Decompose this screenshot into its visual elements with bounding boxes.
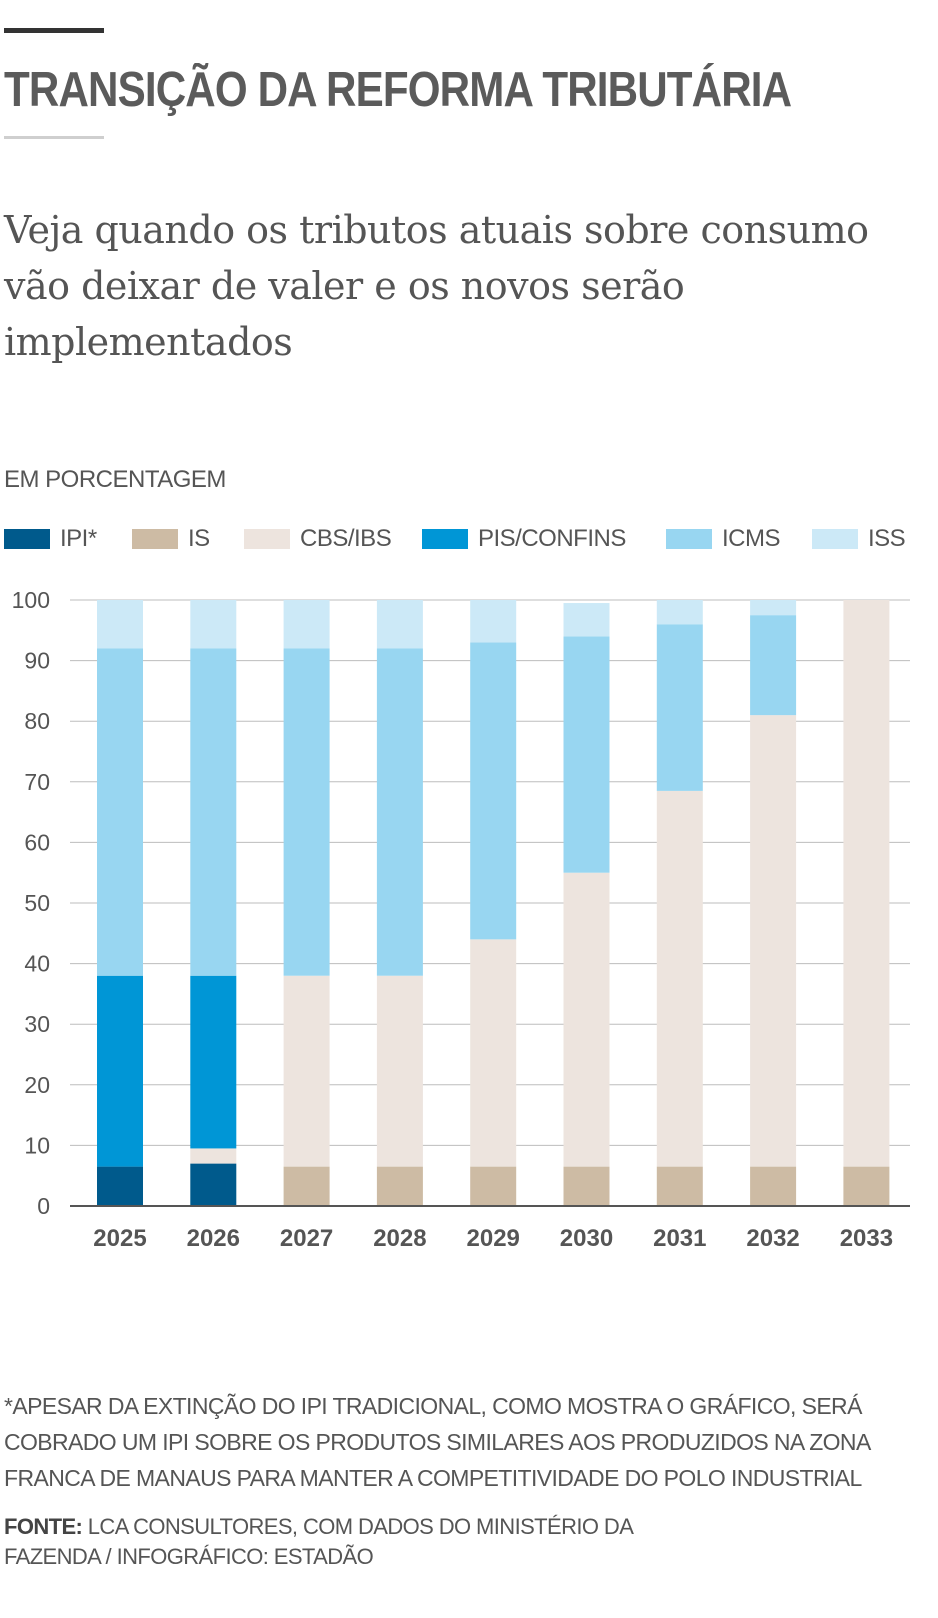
- y-tick-label: 30: [24, 1011, 50, 1037]
- title-divider: [4, 136, 104, 139]
- x-tick-label: 2033: [840, 1225, 893, 1252]
- bar-segment-icms-2027: [283, 648, 330, 976]
- legend-label: PIS/CONFINS: [478, 525, 626, 552]
- legend-item-icms: ICMS: [666, 524, 781, 554]
- bar-segment-iss-2032: [750, 600, 797, 616]
- legend-label: ISS: [868, 525, 906, 552]
- bar-segment-iss-2027: [283, 600, 330, 649]
- y-tick-label: 0: [37, 1193, 50, 1219]
- bar-segment-is-2029: [470, 1166, 517, 1206]
- bar-segment-iss-2025: [97, 600, 143, 649]
- bar-segment-iss-2028: [376, 600, 423, 649]
- bar-segment-icms-2026: [190, 648, 237, 976]
- bar-segment-is-2027: [283, 1166, 330, 1206]
- bar-segment-cbs-ibs-2030: [563, 872, 610, 1167]
- bar-segment-icms-2028: [376, 648, 423, 976]
- bar-segment-pis-confins-2025: [97, 975, 143, 1167]
- legend-item-cbs-ibs: CBS/IBS: [244, 524, 392, 554]
- x-tick-label: 2028: [373, 1225, 426, 1252]
- legend-item-ipi: IPI*: [4, 524, 97, 554]
- legend-item-is: IS: [132, 524, 210, 554]
- y-tick-label: 50: [24, 890, 50, 916]
- x-tick-label: 2026: [187, 1225, 240, 1252]
- y-tick-label: 10: [24, 1132, 50, 1158]
- bar-segment-is-2030: [563, 1166, 610, 1206]
- legend-swatch: [812, 529, 858, 549]
- legend-label: IPI*: [60, 525, 97, 552]
- bar-segment-cbs-ibs-2027: [283, 975, 330, 1167]
- bar-segment-iss-2030: [563, 603, 610, 637]
- bar-segment-is-2028: [376, 1166, 423, 1206]
- bar-segment-cbs-ibs-2029: [470, 939, 517, 1167]
- x-tick-label: 2027: [280, 1225, 333, 1252]
- chart-subtitle: Veja quando os tributos atuais sobre con…: [4, 208, 869, 364]
- legend-swatch: [422, 529, 468, 549]
- y-tick-label: 90: [24, 648, 50, 674]
- bar-segment-pis-confins-2026: [190, 975, 237, 1149]
- bar-segment-is-2033: [843, 1166, 890, 1206]
- legend-swatch: [4, 529, 50, 549]
- legend-item-iss: ISS: [812, 524, 906, 554]
- x-tick-label: 2025: [93, 1225, 146, 1252]
- bar-segment-icms-2030: [563, 636, 610, 873]
- y-tick-label: 70: [24, 769, 50, 795]
- legend-label: IS: [188, 525, 210, 552]
- bar-segment-cbs-ibs-2031: [656, 790, 703, 1167]
- x-tick-label: 2031: [653, 1225, 706, 1252]
- y-tick-label: 100: [12, 587, 50, 613]
- y-tick-label: 20: [24, 1072, 50, 1098]
- y-tick-label: 80: [24, 708, 50, 734]
- y-tick-label: 60: [24, 829, 50, 855]
- bar-segment-cbs-ibs-2032: [750, 715, 797, 1167]
- bar-segment-cbs-ibs-2028: [376, 975, 423, 1167]
- x-tick-label: 2030: [560, 1225, 613, 1252]
- chart-title: TRANSIÇÃO DA REFORMA TRIBUTÁRIA: [4, 63, 792, 117]
- bar-segment-iss-2029: [470, 600, 517, 643]
- bar-segment-iss-2026: [190, 600, 237, 649]
- legend-item-pis-confins: PIS/CONFINS: [422, 524, 626, 554]
- bar-segment-ipi-2025: [97, 1166, 143, 1206]
- bar-segment-is-2031: [656, 1166, 703, 1206]
- bar-segment-icms-2031: [656, 624, 703, 791]
- legend-swatch: [666, 529, 712, 549]
- bar-segment-icms-2032: [750, 615, 797, 716]
- bar-segment-iss-2031: [656, 600, 703, 625]
- x-tick-label: 2029: [467, 1225, 520, 1252]
- source-text: LCA CONSULTORES, COM DADOS DO MINISTÉRIO…: [4, 1514, 633, 1569]
- footnote: *APESAR DA EXTINÇÃO DO IPI TRADICIONAL, …: [4, 1393, 870, 1491]
- legend-label: ICMS: [722, 525, 781, 552]
- top-rule: [4, 28, 104, 33]
- unit-label: EM PORCENTAGEM: [4, 466, 226, 493]
- y-tick-label: 40: [24, 951, 50, 977]
- legend-swatch: [244, 529, 290, 549]
- bar-segment-is-2032: [750, 1166, 797, 1206]
- bar-segment-icms-2029: [470, 642, 517, 940]
- bar-segment-cbs-ibs-2026: [190, 1148, 237, 1164]
- source-line: FONTE: LCA CONSULTORES, COM DADOS DO MIN…: [4, 1512, 644, 1572]
- legend-label: CBS/IBS: [300, 525, 392, 552]
- legend-swatch: [132, 529, 178, 549]
- bar-segment-icms-2025: [97, 648, 143, 976]
- legend: IPI* IS CBS/IBS PIS/CONFINS ICMS ISS: [4, 524, 934, 554]
- bar-segment-cbs-ibs-2033: [843, 600, 890, 1167]
- source-label: FONTE:: [4, 1514, 83, 1539]
- x-tick-label: 2032: [746, 1225, 799, 1252]
- bar-segment-ipi-2026: [190, 1163, 237, 1206]
